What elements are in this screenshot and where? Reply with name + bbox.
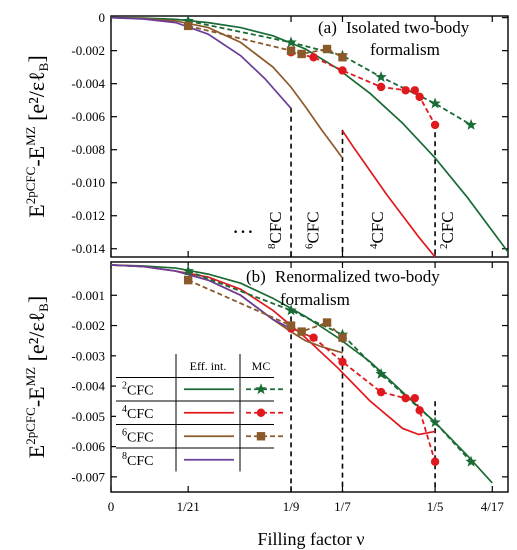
- x-axis: 0 1/21 1/9 1/7 1/5 4/17 Filling factor ν: [108, 499, 505, 549]
- region-label-4CFC: 4CFC: [368, 211, 387, 249]
- legend-row-label: 6CFC: [122, 427, 153, 445]
- y-axis-labels: E2pCFC-EMZ [e²/εℓB] E2pCFC-EMZ [e²/εℓB]: [23, 55, 51, 458]
- data-point-4CFC_MC: [415, 406, 424, 415]
- data-point-4CFC_MC: [376, 387, 386, 397]
- x-axis-label: Filling factor ν: [257, 529, 364, 549]
- data-point-2CFC_MC: [429, 416, 441, 428]
- data-point-6CFC_MC: [286, 321, 296, 330]
- data-point-4CFC_MC: [415, 92, 424, 102]
- legend-mc-marker: [256, 408, 266, 417]
- data-point-6CFC_MC: [297, 49, 306, 59]
- legend-header-eff: Eff. int.: [190, 359, 227, 373]
- plot-area: [111, 264, 493, 492]
- panel-label: (a): [318, 18, 337, 37]
- y-tick-label: -0.003: [71, 348, 105, 363]
- data-point-2CFC_MC: [375, 367, 387, 379]
- x-tick-label: 1/7: [334, 499, 351, 514]
- series-line-2CFC_MC: [187, 20, 472, 126]
- y-tick-label: -0.004: [71, 76, 105, 91]
- data-point-4CFC_MC: [309, 333, 318, 342]
- region-label-6CFC: 6CFC: [304, 211, 323, 249]
- data-point-6CFC_MC: [297, 327, 306, 336]
- legend-mc-marker: [256, 432, 266, 441]
- data-point-4CFC_MC: [410, 393, 420, 403]
- y-axis-label: E2pCFC-EMZ [e²/εℓB]: [23, 296, 51, 458]
- y-tick-label: -0.002: [71, 43, 105, 58]
- series-line-8CFC_eff: [111, 16, 292, 110]
- panel-title-line1: Isolated two-body: [346, 18, 470, 37]
- panel-title-line1: Renormalized two-body: [275, 267, 440, 286]
- legend-mc-marker: [255, 383, 267, 395]
- x-tick-label: 1/21: [177, 499, 200, 514]
- data-point-4CFC_MC: [410, 86, 420, 95]
- series-line-4CFC_eff: [341, 130, 436, 257]
- series-line-2CFC_MC: [187, 270, 472, 463]
- y-tick-label: -0.012: [71, 208, 105, 223]
- region-label-8CFC: 8CFC: [266, 211, 285, 249]
- data-point-2CFC_MC: [465, 455, 477, 467]
- data-point-4CFC_MC: [401, 393, 410, 403]
- data-point-4CFC_MC: [430, 457, 440, 466]
- data-point-6CFC_MC: [183, 275, 193, 285]
- panel-label: (b): [246, 267, 266, 286]
- data-point-2CFC_MC: [465, 118, 477, 130]
- data-point-6CFC_MC: [322, 44, 332, 54]
- series-line-2CFC_eff: [111, 16, 508, 253]
- y-tick-label: -0.010: [71, 175, 105, 190]
- panels: 0 -0.002 -0.004 -0.006 -0.008 -0.010 -0.012 -0.…: [71, 10, 509, 493]
- plot-area: [111, 16, 508, 257]
- x-tick-label: 0: [108, 499, 115, 514]
- data-point-4CFC_MC: [338, 66, 347, 75]
- y-axis-label: E2pCFC-EMZ [e²/εℓB]: [23, 55, 51, 217]
- panel-title-line2: formalism: [280, 290, 350, 309]
- series-line-6CFC_eff: [111, 16, 344, 159]
- y-tick-label: -0.008: [71, 142, 105, 157]
- panel-a: 0 -0.002 -0.004 -0.006 -0.008 -0.010 -0.012 -0.…: [71, 10, 509, 258]
- data-point-6CFC_MC: [322, 318, 332, 327]
- plot-frame: [110, 15, 509, 258]
- y-tick-label: -0.004: [71, 379, 105, 394]
- y-tick-label: -0.007: [71, 469, 105, 484]
- legend-row-label: 2CFC: [122, 380, 153, 398]
- data-point-2CFC_MC: [182, 265, 194, 276]
- panel-title-line2: formalism: [370, 40, 440, 59]
- data-point-2CFC_MC: [182, 16, 194, 26]
- data-point-4CFC_MC: [338, 357, 347, 367]
- y-tick-label: -0.001: [71, 288, 105, 303]
- legend: Eff. int. MC 2CFC 4CFC 6CFC 8CFC: [116, 354, 284, 472]
- data-point-4CFC_MC: [401, 86, 410, 95]
- legend-header-mc: MC: [252, 359, 271, 373]
- y-tick-label: -0.014: [71, 241, 105, 256]
- y-tick-label: 0: [99, 10, 106, 25]
- data-point-2CFC_MC: [285, 36, 297, 48]
- data-point-4CFC_MC: [376, 82, 386, 92]
- data-point-2CFC_MC: [429, 97, 441, 109]
- y-tick-label: -0.006: [71, 109, 105, 124]
- plot-frame: [110, 261, 509, 493]
- legend-row-label: 8CFC: [122, 451, 153, 469]
- x-tick-label: 4/17: [481, 499, 505, 514]
- x-tick-label: 1/5: [427, 499, 444, 514]
- panel-title: (a) Isolated two-body formalism: [318, 18, 470, 59]
- y-tick-label: -0.005: [71, 409, 105, 424]
- data-point-2CFC_MC: [375, 71, 387, 82]
- series-line-8CFC_eff: [111, 264, 292, 330]
- data-point-6CFC_MC: [183, 21, 193, 31]
- x-tick-label: 1/9: [283, 499, 300, 514]
- data-point-6CFC_MC: [338, 333, 347, 342]
- panel-b: -0.001 -0.002 -0.003 -0.004 -0.005 -0.006 -0.0…: [71, 261, 509, 493]
- data-point-6CFC_MC: [338, 53, 347, 62]
- data-point-2CFC_MC: [285, 304, 297, 316]
- region-label-2CFC: 2CFC: [438, 211, 457, 249]
- y-tick-label: -0.006: [71, 439, 105, 454]
- data-point-4CFC_MC: [309, 53, 318, 62]
- data-point-6CFC_MC: [286, 46, 296, 55]
- data-point-4CFC_MC: [430, 120, 440, 130]
- y-tick-label: -0.002: [71, 318, 105, 333]
- ellipsis: …: [232, 213, 254, 238]
- panel-title: (b) Renormalized two-body formalism: [246, 267, 440, 309]
- legend-row-label: 4CFC: [122, 404, 153, 422]
